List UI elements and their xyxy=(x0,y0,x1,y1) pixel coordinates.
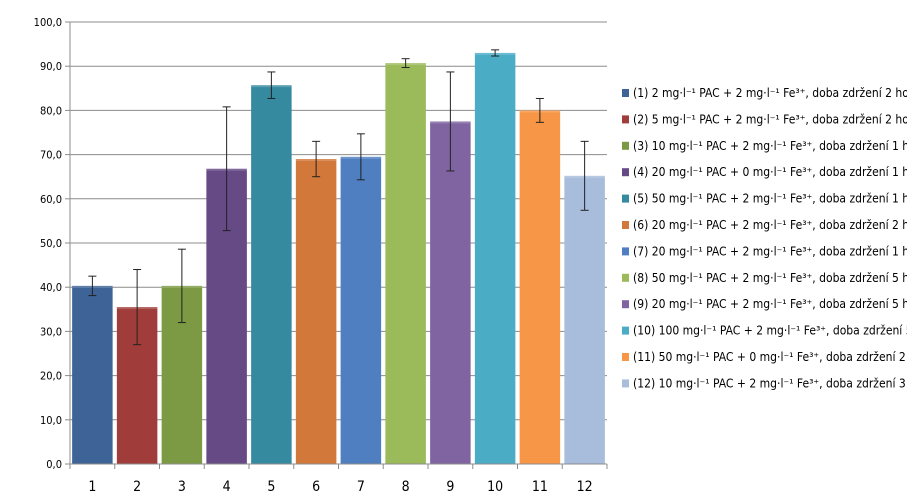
x-tick-label: 10 xyxy=(487,479,503,495)
x-tick-label: 8 xyxy=(402,479,410,495)
y-axis-ticks: 0,0 10,0 20,0 30,0 40,0 50,0 60,0 70,0 80,0 90,0 1… xyxy=(34,16,70,471)
x-tick-label: 9 xyxy=(446,479,454,495)
bar-12 xyxy=(564,175,605,465)
legend-entry-7: (7) 20 mg·l⁻¹ PAC + 2 mg·l⁻¹ Fe³⁺, doba … xyxy=(633,244,907,258)
legend: (1) 2 mg·l⁻¹ PAC + 2 mg·l⁻¹ Fe³⁺, doba z… xyxy=(622,86,907,390)
y-tick-label: 100,0 xyxy=(34,16,62,29)
y-tick-label: 50,0 xyxy=(40,237,62,250)
legend-swatch-1 xyxy=(622,89,629,97)
legend-swatch-7 xyxy=(622,247,629,256)
bar-10 xyxy=(474,52,516,464)
x-tick-label: 7 xyxy=(357,479,365,495)
bar-8 xyxy=(385,63,426,465)
bar-9 xyxy=(430,121,471,464)
y-tick-label: 10,0 xyxy=(40,414,62,427)
legend-entry-8: (8) 50 mg·l⁻¹ PAC + 2 mg·l⁻¹ Fe³⁺, doba … xyxy=(633,271,907,285)
x-tick-label: 5 xyxy=(267,479,275,495)
bar-6 xyxy=(295,159,337,464)
y-tick-label: 20,0 xyxy=(40,370,62,383)
legend-entry-3: (3) 10 mg·l⁻¹ PAC + 2 mg·l⁻¹ Fe³⁺, doba … xyxy=(633,139,907,153)
legend-swatch-8 xyxy=(622,273,629,282)
legend-entry-4: (4) 20 mg·l⁻¹ PAC + 0 mg·l⁻¹ Fe³⁺, doba … xyxy=(633,165,907,179)
legend-entry-1: (1) 2 mg·l⁻¹ PAC + 2 mg·l⁻¹ Fe³⁺, doba z… xyxy=(633,86,907,100)
y-tick-label: 0,0 xyxy=(46,458,62,471)
y-tick-label: 40,0 xyxy=(40,281,62,294)
x-tick-label: 3 xyxy=(178,479,186,495)
y-tick-label: 80,0 xyxy=(40,104,62,117)
bar-7 xyxy=(340,156,382,464)
bars xyxy=(72,52,605,465)
error-bars xyxy=(88,49,589,346)
legend-swatch-10 xyxy=(622,326,629,335)
x-tick-label: 6 xyxy=(312,479,320,495)
y-tick-label: 60,0 xyxy=(40,193,62,206)
y-tick-label: 70,0 xyxy=(40,149,62,162)
legend-entry-12: (12) 10 mg·l⁻¹ PAC + 2 mg·l⁻¹ Fe³⁺, doba… xyxy=(633,376,907,390)
x-tick-label: 11 xyxy=(532,479,548,495)
x-tick-label: 12 xyxy=(577,479,593,495)
gridlines xyxy=(70,21,607,465)
legend-entry-5: (5) 50 mg·l⁻¹ PAC + 2 mg·l⁻¹ Fe³⁺, doba … xyxy=(633,192,907,206)
legend-swatch-4 xyxy=(622,168,629,177)
legend-swatch-9 xyxy=(622,300,629,309)
y-tick-label: 30,0 xyxy=(40,325,62,338)
x-axis-ticks: 1 2 3 4 5 6 7 8 9 10 11 12 xyxy=(69,464,608,495)
legend-entry-11: (11) 50 mg·l⁻¹ PAC + 0 mg·l⁻¹ Fe³⁺, doba… xyxy=(633,350,907,364)
x-tick-label: 2 xyxy=(133,479,141,495)
legend-swatch-6 xyxy=(622,221,629,229)
legend-swatch-12 xyxy=(622,379,629,388)
legend-swatch-11 xyxy=(622,353,629,361)
legend-swatch-5 xyxy=(622,194,629,203)
y-tick-label: 90,0 xyxy=(40,60,62,73)
legend-swatch-3 xyxy=(622,141,629,150)
legend-entry-10: (10) 100 mg·l⁻¹ PAC + 2 mg·l⁻¹ Fe³⁺, dob… xyxy=(633,324,907,338)
x-tick-label: 1 xyxy=(88,479,96,495)
legend-entry-2: (2) 5 mg·l⁻¹ PAC + 2 mg·l⁻¹ Fe³⁺, doba z… xyxy=(633,112,907,126)
bar-5 xyxy=(251,85,292,465)
legend-swatch-2 xyxy=(622,115,629,124)
x-tick-label: 4 xyxy=(223,479,231,495)
legend-entry-6: (6) 20 mg·l⁻¹ PAC + 2 mg·l⁻¹ Fe³⁺, doba … xyxy=(633,218,907,232)
legend-entry-9: (9) 20 mg·l⁻¹ PAC + 2 mg·l⁻¹ Fe³⁺, doba … xyxy=(633,297,907,311)
bar-11 xyxy=(519,110,561,465)
bar-1 xyxy=(72,285,113,464)
